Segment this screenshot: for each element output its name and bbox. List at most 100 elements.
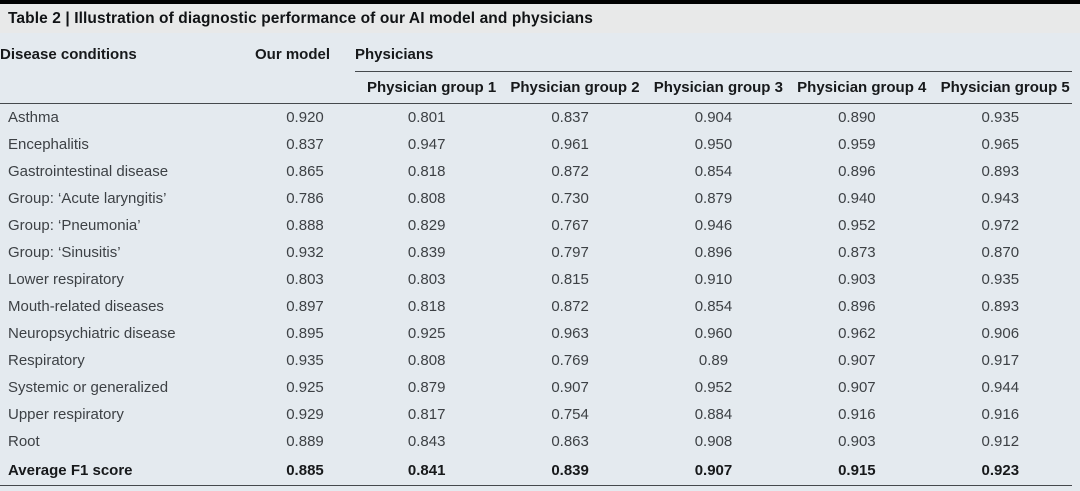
value-cell: 0.952 xyxy=(838,217,876,234)
value-cell: 0.893 xyxy=(981,298,1020,315)
value-cell: 0.896 xyxy=(694,244,733,261)
table-row: Root 0.889 0.843 0.863 0.908 0.903 0.912 xyxy=(0,428,1072,455)
condition-cell: Root xyxy=(8,433,40,450)
column-header-physician-group-5: Physician group 5 xyxy=(928,71,1072,104)
diagnostic-performance-table: Disease conditions Our model Physicians … xyxy=(0,33,1072,486)
table-title-band: Table 2 | Illustration of diagnostic per… xyxy=(0,4,1080,33)
value-cell: 0.890 xyxy=(838,109,876,126)
value-cell: 0.920 xyxy=(286,109,324,126)
average-value-cell: 0.923 xyxy=(928,455,1072,486)
value-cell: 0.837 xyxy=(286,136,324,153)
average-value-cell: 0.841 xyxy=(355,455,499,486)
value-cell: 0.803 xyxy=(407,271,446,288)
value-cell: 0.829 xyxy=(407,217,446,234)
value-cell: 0.917 xyxy=(981,352,1020,369)
value-cell: 0.944 xyxy=(981,379,1020,396)
value-cell: 0.963 xyxy=(551,325,589,342)
value-cell: 0.910 xyxy=(694,271,733,288)
value-cell: 0.884 xyxy=(694,406,733,423)
value-cell: 0.961 xyxy=(551,136,589,153)
value-cell: 0.854 xyxy=(694,163,733,180)
value-cell: 0.906 xyxy=(981,325,1020,342)
condition-cell: Neuropsychiatric disease xyxy=(8,325,176,342)
value-cell: 0.935 xyxy=(981,271,1020,288)
value-cell: 0.912 xyxy=(981,433,1020,450)
value-cell: 0.929 xyxy=(286,406,324,423)
value-cell: 0.818 xyxy=(407,298,446,315)
value-cell: 0.952 xyxy=(694,379,733,396)
condition-cell: Upper respiratory xyxy=(8,406,124,423)
value-cell: 0.817 xyxy=(407,406,446,423)
header-row-groups: Physician group 1 Physician group 2 Phys… xyxy=(0,71,1072,104)
table-title: Table 2 | Illustration of diagnostic per… xyxy=(8,9,593,27)
table-row: Group: ‘Sinusitis’ 0.932 0.839 0.797 0.8… xyxy=(0,239,1072,266)
value-cell: 0.959 xyxy=(838,136,876,153)
average-value-cell: 0.839 xyxy=(498,455,642,486)
condition-cell: Encephalitis xyxy=(8,136,89,153)
value-cell: 0.888 xyxy=(286,217,324,234)
value-cell: 0.879 xyxy=(694,190,733,207)
value-cell: 0.907 xyxy=(838,379,876,396)
value-cell: 0.808 xyxy=(407,352,446,369)
value-cell: 0.854 xyxy=(694,298,733,315)
value-cell: 0.889 xyxy=(286,433,324,450)
value-cell: 0.943 xyxy=(981,190,1020,207)
table-top-rule xyxy=(0,0,1080,4)
average-f1-row: Average F1 score 0.885 0.841 0.839 0.907… xyxy=(0,455,1072,486)
header-spacer xyxy=(0,71,255,104)
value-cell: 0.767 xyxy=(551,217,589,234)
value-cell: 0.896 xyxy=(838,298,876,315)
value-cell: 0.897 xyxy=(286,298,324,315)
table-row: Lower respiratory 0.803 0.803 0.815 0.91… xyxy=(0,266,1072,293)
condition-cell: Mouth-related diseases xyxy=(8,298,164,315)
table-row: Mouth-related diseases 0.897 0.818 0.872… xyxy=(0,293,1072,320)
value-cell: 0.870 xyxy=(981,244,1020,261)
condition-cell: Group: ‘Pneumonia’ xyxy=(8,217,141,234)
column-header-physician-group-2: Physician group 2 xyxy=(498,71,642,104)
table-row: Respiratory 0.935 0.808 0.769 0.89 0.907… xyxy=(0,347,1072,374)
column-header-disease-conditions: Disease conditions xyxy=(0,45,137,63)
value-cell: 0.815 xyxy=(551,271,589,288)
table-row: Asthma 0.920 0.801 0.837 0.904 0.890 0.9… xyxy=(0,104,1072,132)
table-row: Upper respiratory 0.929 0.817 0.754 0.88… xyxy=(0,401,1072,428)
value-cell: 0.903 xyxy=(838,271,876,288)
value-cell: 0.908 xyxy=(694,433,733,450)
header-spacer xyxy=(255,71,355,104)
value-cell: 0.863 xyxy=(551,433,589,450)
table-row: Neuropsychiatric disease 0.895 0.925 0.9… xyxy=(0,320,1072,347)
value-cell: 0.803 xyxy=(286,271,324,288)
value-cell: 0.916 xyxy=(838,406,876,423)
value-cell: 0.895 xyxy=(286,325,324,342)
value-cell: 0.950 xyxy=(694,136,733,153)
value-cell: 0.907 xyxy=(551,379,589,396)
value-cell: 0.769 xyxy=(551,352,589,369)
condition-cell: Group: ‘Acute laryngitis’ xyxy=(8,190,167,207)
value-cell: 0.754 xyxy=(551,406,589,423)
condition-cell: Systemic or generalized xyxy=(8,379,169,396)
value-cell: 0.89 xyxy=(698,352,729,369)
value-cell: 0.925 xyxy=(286,379,324,396)
average-value-cell: 0.915 xyxy=(785,455,929,486)
value-cell: 0.932 xyxy=(286,244,324,261)
table-row: Encephalitis 0.837 0.947 0.961 0.950 0.9… xyxy=(0,131,1072,158)
value-cell: 0.935 xyxy=(981,109,1020,126)
condition-cell: Group: ‘Sinusitis’ xyxy=(8,244,121,261)
value-cell: 0.808 xyxy=(407,190,446,207)
column-header-physicians-span: Physicians xyxy=(355,33,1072,72)
value-cell: 0.893 xyxy=(981,163,1020,180)
value-cell: 0.879 xyxy=(407,379,446,396)
value-cell: 0.960 xyxy=(694,325,733,342)
value-cell: 0.818 xyxy=(407,163,446,180)
average-f1-label: Average F1 score xyxy=(0,455,255,486)
condition-cell: Lower respiratory xyxy=(8,271,124,288)
table-body-area: Disease conditions Our model Physicians … xyxy=(0,33,1080,491)
value-cell: 0.940 xyxy=(838,190,876,207)
column-header-our-model: Our model xyxy=(255,45,331,63)
column-header-physician-group-3: Physician group 3 xyxy=(641,71,786,104)
condition-cell: Respiratory xyxy=(8,352,85,369)
value-cell: 0.947 xyxy=(407,136,446,153)
value-cell: 0.916 xyxy=(981,406,1020,423)
value-cell: 0.946 xyxy=(694,217,733,234)
value-cell: 0.965 xyxy=(981,136,1020,153)
